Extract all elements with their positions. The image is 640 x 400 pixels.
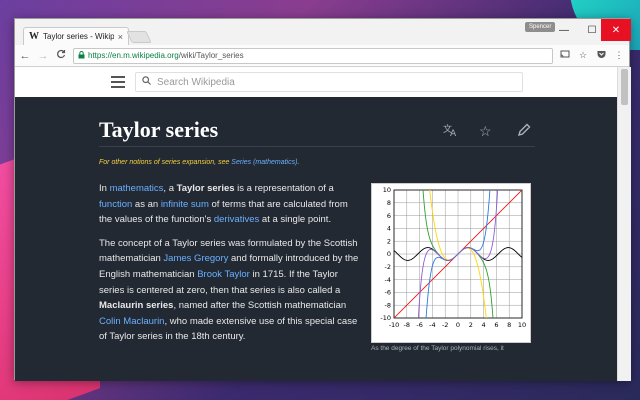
x-tick-label: -6 xyxy=(416,321,422,329)
y-tick-label: 8 xyxy=(387,199,391,207)
y-tick-label: 10 xyxy=(383,186,391,194)
text: In xyxy=(99,183,110,194)
text: is a representation of a xyxy=(234,183,334,194)
figure-caption: As the degree of the Taylor polynomial r… xyxy=(371,345,504,352)
x-tick-label: 0 xyxy=(456,321,460,329)
text: The concept of a Taylor series was formu… xyxy=(99,237,358,265)
link-colin-maclaurin[interactable]: Colin Maclaurin xyxy=(99,315,165,327)
x-tick-label: -10 xyxy=(389,321,400,329)
y-tick-label: 6 xyxy=(387,212,391,220)
link-infinite-sum[interactable]: infinite sum xyxy=(160,198,209,210)
text: and formally introduced by the English m… xyxy=(99,253,359,280)
y-tick-label: 2 xyxy=(387,237,391,245)
link-function[interactable]: function xyxy=(99,198,133,210)
profile-badge[interactable]: Spencer xyxy=(525,22,556,32)
x-tick-label: -8 xyxy=(404,321,410,329)
y-tick-label: -6 xyxy=(385,289,391,297)
hatnote: For other notions of series expansion, s… xyxy=(99,159,299,166)
pocket-icon[interactable] xyxy=(595,50,607,61)
link-derivatives[interactable]: derivatives xyxy=(213,214,260,226)
search-input[interactable]: Search Wikipedia xyxy=(135,72,523,92)
tab-title: Taylor series - Wikipedia xyxy=(43,32,114,41)
taylor-series-figure[interactable]: -10 -8 -6 -4 -2 0 2 4 6 8 10 -10 -8 -6 -4 -2 0 2 4 6 8 10 xyxy=(371,183,531,343)
minimize-button[interactable]: — xyxy=(559,24,569,36)
text: , named after the Scottish mathematician xyxy=(173,300,347,312)
paragraph-2: The concept of a Taylor series was formu… xyxy=(99,236,361,345)
close-button[interactable]: ✕ xyxy=(601,19,631,41)
watch-star-icon[interactable]: ☆ xyxy=(479,123,492,139)
bold-maclaurin-series: Maclaurin series xyxy=(99,300,174,312)
hatnote-period: . xyxy=(297,159,300,166)
hatnote-link[interactable]: Series (mathematics) xyxy=(231,159,298,166)
y-tick-label: 4 xyxy=(387,225,391,233)
tab-close-icon[interactable]: × xyxy=(117,31,123,42)
paragraph-1: In mathematics, a Taylor series is a rep… xyxy=(99,181,361,228)
scrollbar-thumb[interactable] xyxy=(621,69,628,105)
svg-text:文: 文 xyxy=(443,123,452,135)
url-path: /wiki/Taylor_series xyxy=(178,51,244,60)
hamburger-menu-icon[interactable] xyxy=(111,76,125,88)
plot-frame xyxy=(393,189,523,319)
x-tick-label: 4 xyxy=(482,321,486,329)
x-tick-label: 2 xyxy=(469,321,473,329)
cast-icon[interactable] xyxy=(559,50,571,61)
text: , a xyxy=(163,183,177,194)
text: as an xyxy=(132,198,161,210)
page-title: Taylor series xyxy=(99,117,219,142)
new-tab-button[interactable] xyxy=(126,31,152,43)
text: in 1715. If the Taylor series is centere… xyxy=(99,268,341,296)
article-body: In mathematics, a Taylor series is a rep… xyxy=(99,181,361,353)
hatnote-text: For other notions of series expansion, s… xyxy=(99,159,232,166)
x-tick-label: -4 xyxy=(429,321,435,329)
y-tick-label: -10 xyxy=(380,314,391,322)
y-tick-label: -8 xyxy=(385,301,391,309)
url-host: https://en.m.wikipedia.org xyxy=(88,51,179,60)
browser-window: W Taylor series - Wikipedia × Spencer — … xyxy=(14,18,631,381)
search-placeholder: Search Wikipedia xyxy=(157,76,235,88)
wikipedia-header: Search Wikipedia xyxy=(15,67,617,97)
edit-pencil-icon[interactable] xyxy=(517,123,531,140)
reload-icon xyxy=(57,49,66,59)
text: of terms that are calculated from the va… xyxy=(99,198,348,226)
search-icon xyxy=(142,76,151,88)
link-mathematics[interactable]: mathematics xyxy=(109,183,164,194)
x-tick-label: 6 xyxy=(494,321,498,329)
text: , who made extensive use of this special… xyxy=(99,315,358,343)
y-tick-label: -4 xyxy=(385,276,391,284)
wikipedia-favicon-icon: W xyxy=(29,31,39,42)
browser-toolbar: ← → https://en.m.wikipedia.org/wiki/Tayl… xyxy=(15,45,629,67)
reload-button[interactable] xyxy=(55,49,67,62)
x-tick-label: 8 xyxy=(507,321,511,329)
maximize-button[interactable]: ☐ xyxy=(587,24,597,36)
bold-taylor-series: Taylor series xyxy=(176,183,235,194)
url-text: https://en.m.wikipedia.org/wiki/Taylor_s… xyxy=(88,51,244,60)
svg-text:A: A xyxy=(450,129,457,137)
x-tick-label: 10 xyxy=(518,321,526,329)
address-bar[interactable]: https://en.m.wikipedia.org/wiki/Taylor_s… xyxy=(73,47,553,64)
back-button[interactable]: ← xyxy=(19,49,31,62)
browser-tab[interactable]: W Taylor series - Wikipedia × xyxy=(23,27,129,45)
forward-button[interactable]: → xyxy=(37,49,49,62)
y-tick-label: -2 xyxy=(385,263,391,271)
link-james-gregory[interactable]: James Gregory xyxy=(163,253,229,265)
menu-icon[interactable]: ⋮ xyxy=(614,50,624,60)
bookmark-star-icon[interactable]: ☆ xyxy=(578,50,588,60)
link-brook-taylor[interactable]: Brook Taylor xyxy=(197,268,250,280)
scrollbar[interactable] xyxy=(617,67,631,381)
lock-icon xyxy=(78,50,85,61)
series-line xyxy=(417,190,499,318)
title-bar: W Taylor series - Wikipedia × Spencer — … xyxy=(15,19,631,45)
y-tick-label: 0 xyxy=(387,250,391,258)
x-tick-label: -2 xyxy=(442,321,448,329)
text: at a single point. xyxy=(259,214,332,226)
